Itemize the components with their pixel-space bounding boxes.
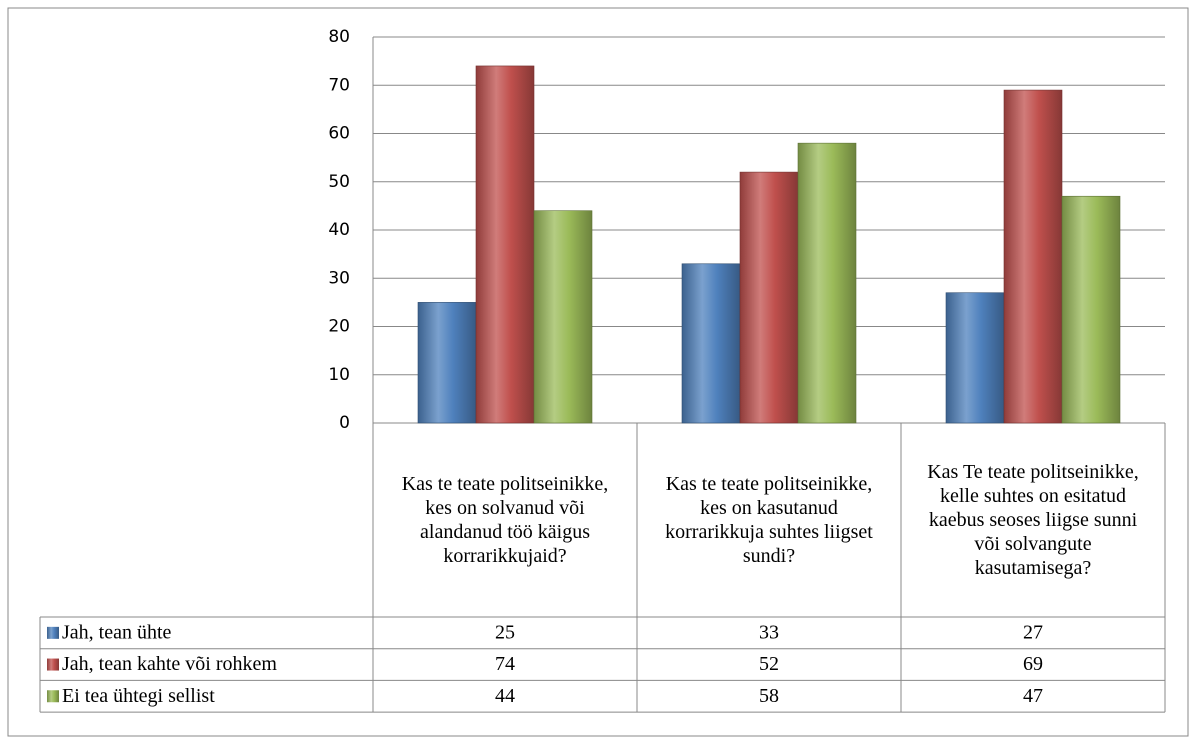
table-value: 58 <box>759 685 779 707</box>
bar <box>739 171 799 424</box>
table-value: 44 <box>495 685 515 707</box>
legend-key <box>47 690 59 703</box>
y-tick-label: 50 <box>328 172 350 192</box>
table-value: 25 <box>495 621 515 643</box>
legend-label: Jah, tean kahte või rohkem <box>62 653 277 675</box>
category-label: Kas Te teate politseinikke, kelle suhtes… <box>927 461 1139 579</box>
bar <box>797 142 857 424</box>
y-tick-label: 80 <box>328 27 350 47</box>
bar <box>945 292 1005 424</box>
legend-key <box>47 626 59 639</box>
frame <box>7 7 1189 737</box>
y-tick-label: 20 <box>328 317 350 337</box>
table-value: 27 <box>1023 621 1043 643</box>
category-label: Kas te teate politseinikke, kes on kasut… <box>665 473 873 567</box>
table-value: 52 <box>759 653 779 675</box>
bar <box>533 210 593 424</box>
y-tick-label: 30 <box>328 268 350 288</box>
bar <box>1003 89 1063 424</box>
legend-label: Jah, tean ühte <box>62 621 172 643</box>
table-value: 33 <box>759 621 779 643</box>
legend-label: Ei tea ühtegi sellist <box>62 685 215 707</box>
bar <box>681 263 741 424</box>
table-value: 74 <box>495 653 515 675</box>
y-tick-label: 10 <box>328 365 350 385</box>
bar <box>475 65 535 424</box>
bar <box>417 302 477 424</box>
y-tick-label: 60 <box>328 124 350 144</box>
bar <box>1061 195 1121 424</box>
y-tick-label: 0 <box>339 413 350 433</box>
y-tick-label: 70 <box>328 75 350 95</box>
y-tick-label: 40 <box>328 220 350 240</box>
table-value: 47 <box>1023 685 1043 707</box>
legend-key <box>47 658 59 671</box>
table-value: 69 <box>1023 653 1043 675</box>
category-label: Kas te teate politseinikke, kes on solva… <box>401 473 609 567</box>
